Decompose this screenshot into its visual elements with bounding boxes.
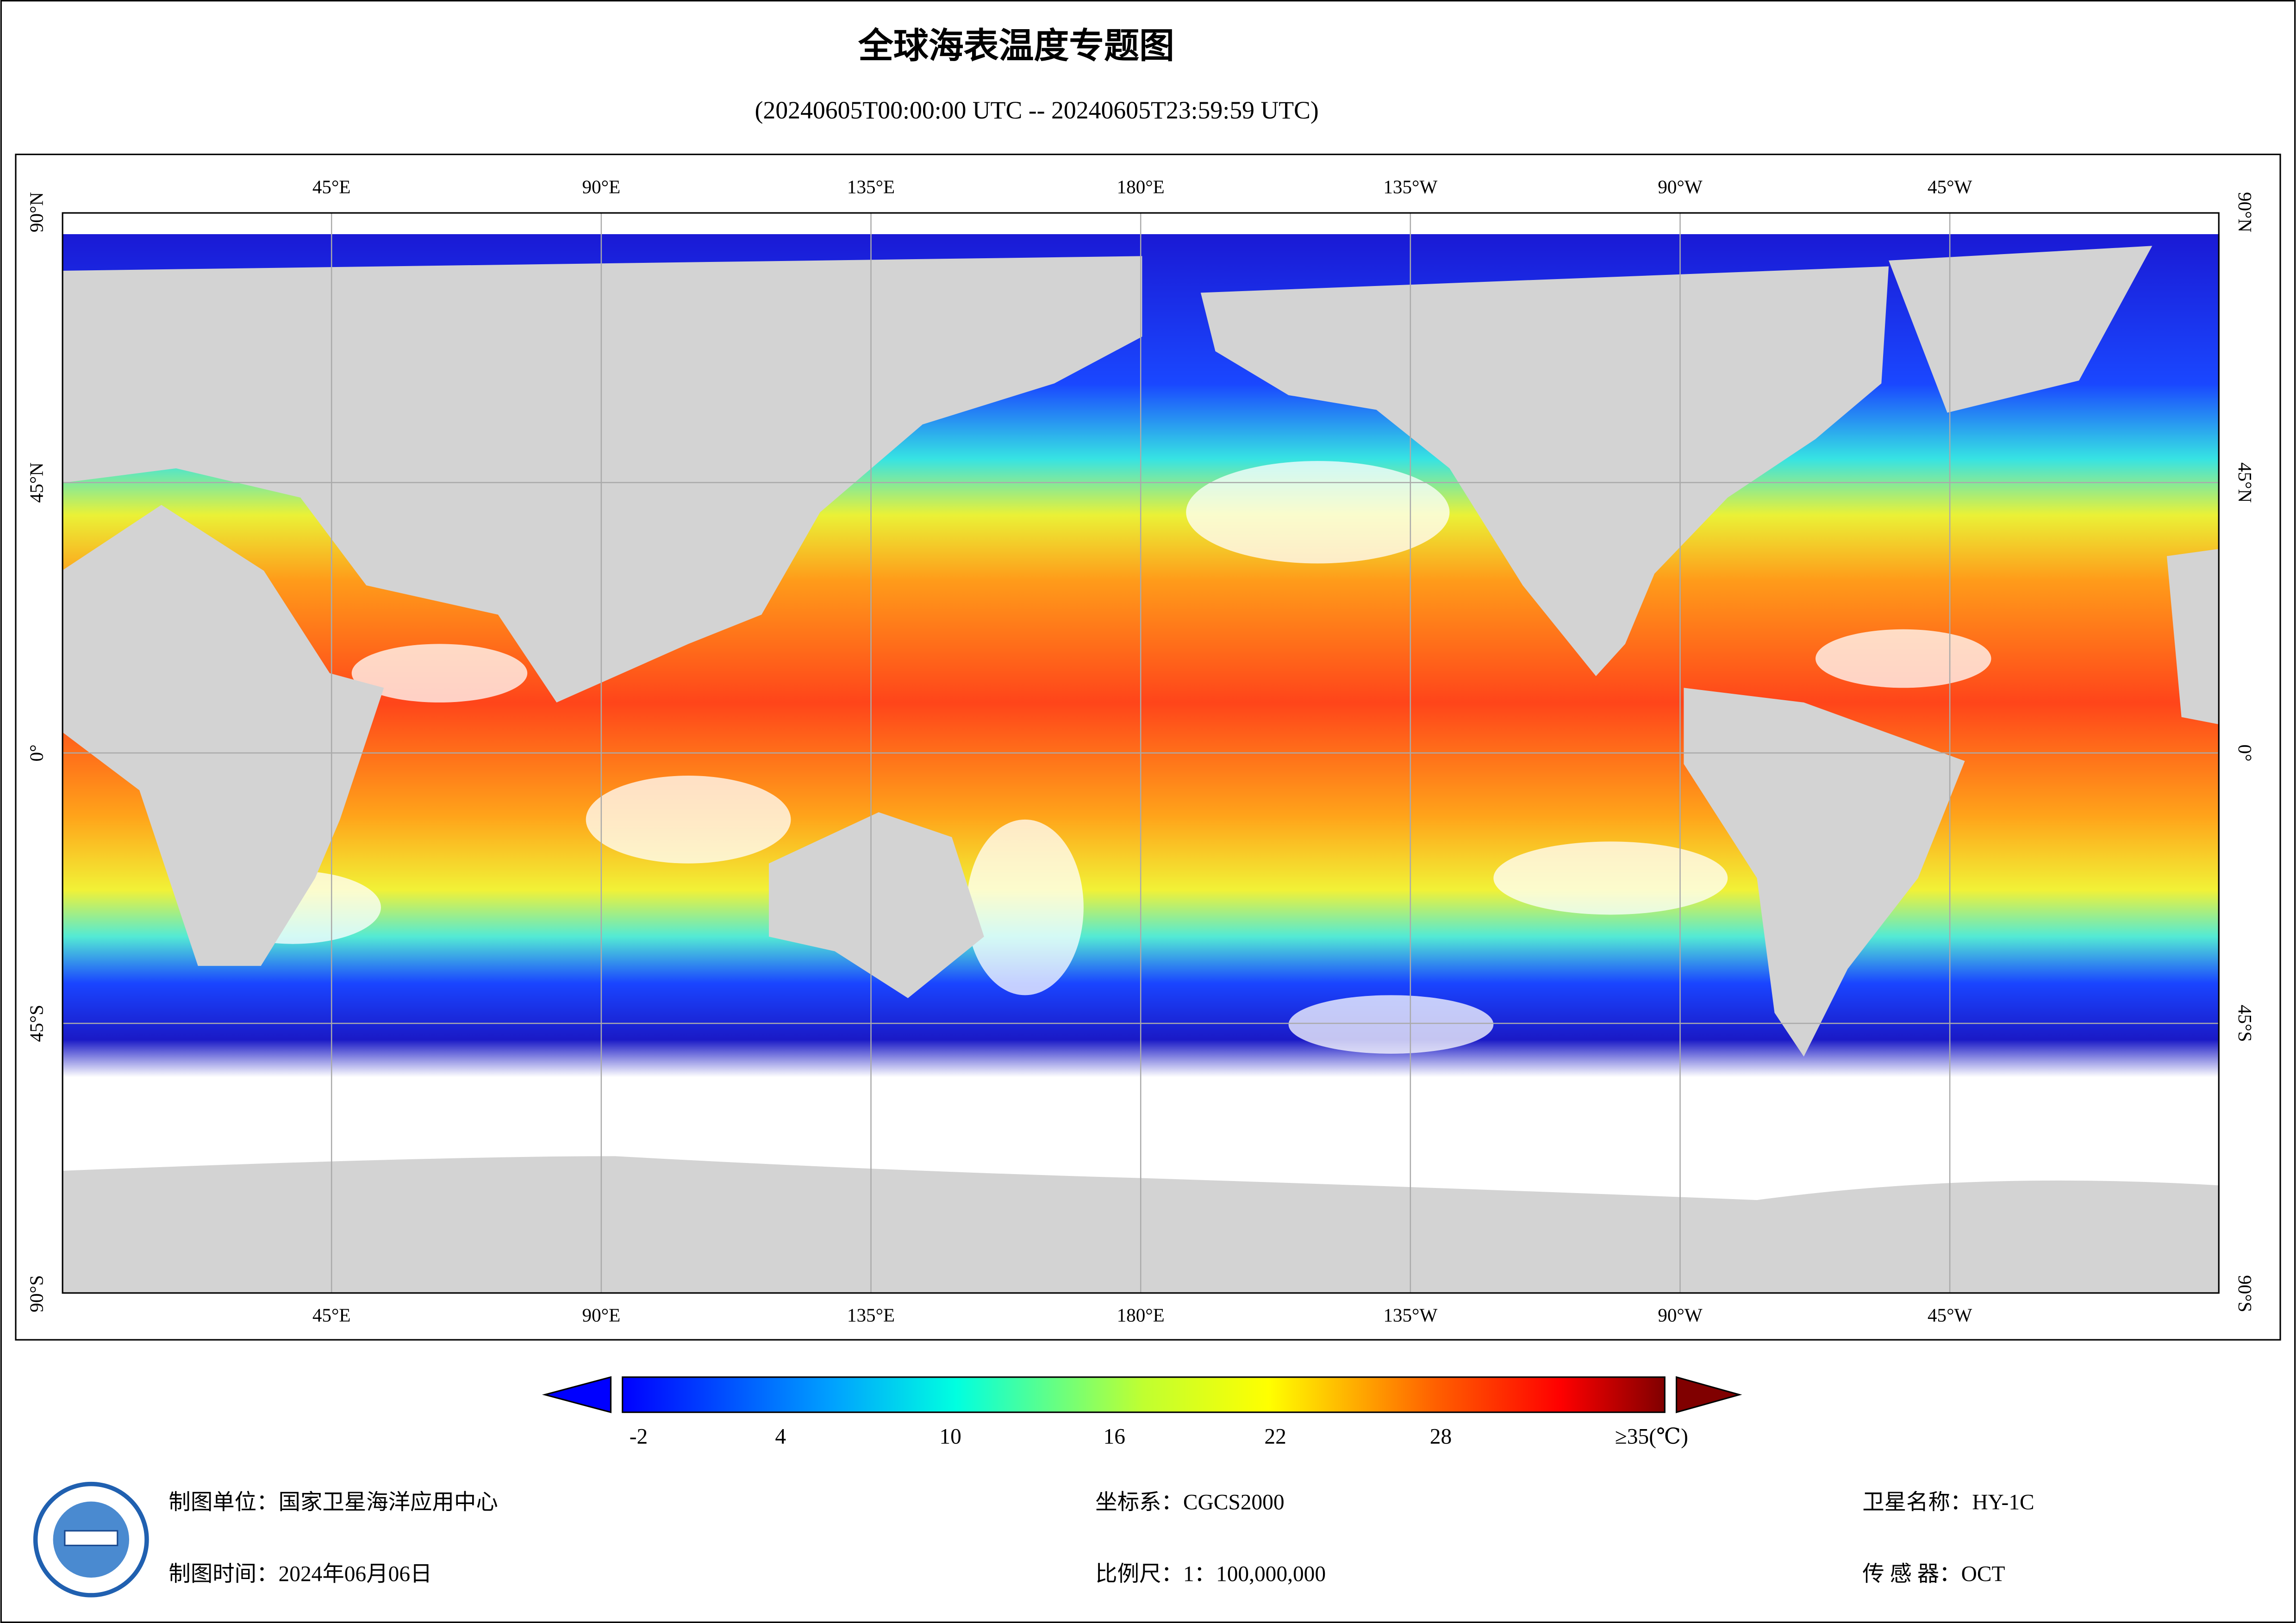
colorbar-label: -2: [630, 1424, 648, 1449]
latitude-label-left: 90°S: [25, 1275, 47, 1312]
latitude-label-left: 45°N: [25, 462, 47, 503]
longitude-label-top: 135°E: [847, 176, 895, 197]
longitude-label-top: 90°W: [1658, 176, 1703, 197]
latitude-label-left: 90°N: [25, 192, 47, 232]
latitude-label-right: 45°S: [2234, 1005, 2256, 1042]
longitude-label-bottom: 135°W: [1383, 1305, 1437, 1326]
latitude-label-left: 45°S: [25, 1005, 47, 1042]
longitude-label-bottom: 180°E: [1117, 1305, 1165, 1326]
latitude-label-left: 0°: [25, 745, 47, 762]
longitude-label-top: 45°E: [312, 176, 351, 197]
title: 全球海表温度专题图: [858, 27, 1174, 66]
sensor: 传 感 器：OCT: [1862, 1562, 2005, 1586]
coordinate-system: 坐标系：CGCS2000: [1095, 1491, 1284, 1515]
latitude-label-right: 90°S: [2234, 1275, 2256, 1312]
colorbar-label: 22: [1264, 1424, 1286, 1449]
longitude-label-bottom: 90°W: [1658, 1305, 1703, 1326]
longitude-label-top: 135°W: [1383, 176, 1437, 197]
longitude-label-bottom: 135°E: [847, 1305, 895, 1326]
graticule: [62, 212, 2220, 1294]
latitude-label-right: 0°: [2234, 745, 2256, 762]
colorbar-label: ≥35(℃): [1615, 1424, 1688, 1449]
logo: [33, 1481, 149, 1598]
longitude-label-bottom: 45°W: [1928, 1305, 1972, 1326]
latitude-label-right: 45°N: [2234, 462, 2256, 503]
longitude-label-top: 90°E: [582, 176, 621, 197]
longitude-label-bottom: 45°E: [312, 1305, 351, 1326]
map-frame: [15, 154, 2281, 1341]
map-scale: 比例尺：1：100,000,000: [1095, 1562, 1326, 1586]
colorbar: [622, 1376, 1666, 1413]
latitude-label-right: 90°N: [2234, 192, 2256, 232]
colorbar-label: 28: [1430, 1424, 1452, 1449]
producer: 制图单位：国家卫星海洋应用中心: [168, 1491, 498, 1515]
colorbar-low-arrow: [542, 1376, 612, 1413]
longitude-label-bottom: 90°E: [582, 1305, 621, 1326]
colorbar-label: 4: [775, 1424, 786, 1449]
longitude-label-top: 180°E: [1117, 176, 1165, 197]
longitude-label-top: 45°W: [1928, 176, 1972, 197]
colorbar-label: 10: [939, 1424, 961, 1449]
colorbar-label: 16: [1104, 1424, 1125, 1449]
subtitle: (20240605T00:00:00 UTC -- 20240605T23:59…: [755, 96, 1319, 124]
satellite: 卫星名称：HY-1C: [1862, 1491, 2034, 1515]
map-border: [62, 212, 2220, 1294]
colorbar-high-arrow: [1676, 1376, 1742, 1413]
production-time: 制图时间：2024年06月06日: [168, 1562, 432, 1586]
